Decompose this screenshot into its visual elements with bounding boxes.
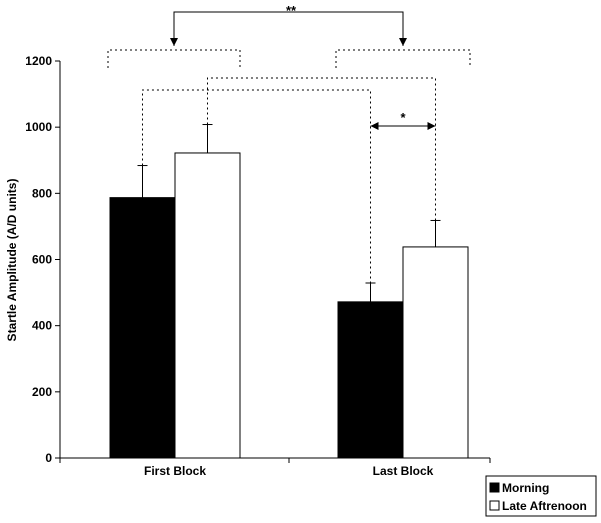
error-bars [137,124,441,302]
significance-brackets [107,11,471,283]
x-tick-label: First Block [144,464,206,478]
afternoon-connector [207,77,436,221]
y-tick-label: 800 [32,186,52,200]
bar [337,301,404,459]
arrowhead [427,122,436,130]
y-tick-label: 200 [32,385,52,399]
arrowhead [370,122,379,130]
y-ticks: 0 200 400 600 800 1000 1200 First Block Last Blo… [25,54,491,478]
significance-label-between-blocks: ** [286,3,297,18]
significance-label-last-block: * [400,110,406,125]
y-tick-label: 1000 [25,120,52,134]
bar [174,152,241,459]
bar [109,197,176,459]
arrowhead [399,38,407,46]
legend: Morning Late Aftrenoon [485,475,597,517]
legend-swatch-late-afternoon [489,500,500,511]
y-tick-label: 400 [32,319,52,333]
y-axis-label: Startle Amplitude (A/D units) [5,179,19,342]
group-bracket [335,49,471,68]
x-tick-label: Last Block [373,464,434,478]
legend-box [485,475,597,517]
arrowhead [170,38,178,46]
legend-label-morning: Morning [502,481,549,495]
between-block-connector [173,11,404,46]
y-tick-label: 1200 [25,54,52,68]
legend-label-late-afternoon: Late Aftrenoon [502,499,587,513]
bar [402,246,469,459]
morning-connector [142,89,371,283]
legend-swatch-morning [489,482,500,493]
group-bracket [107,49,241,68]
bars [109,152,469,459]
y-tick-label: 0 [45,451,52,465]
y-tick-label: 600 [32,253,52,267]
